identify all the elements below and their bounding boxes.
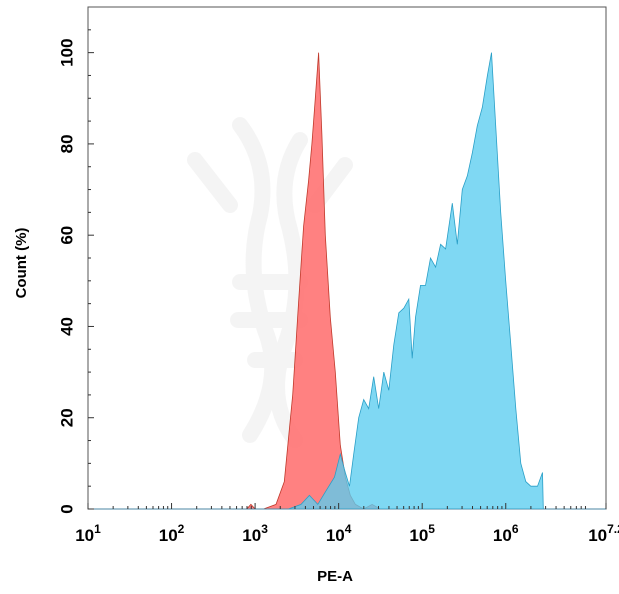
y-tick-label: 100: [57, 38, 76, 66]
y-tick-label: 40: [57, 317, 76, 336]
series-1-area: [88, 52, 606, 510]
x-tick-label: 105: [409, 522, 435, 545]
x-axis-title: PE-A: [317, 568, 353, 585]
y-tick-label: 0: [57, 504, 76, 513]
series-2-area: [88, 52, 606, 510]
x-tick-label: 103: [242, 522, 268, 545]
y-tick-label: 80: [57, 134, 76, 153]
x-tick-label: 101: [75, 522, 101, 545]
x-tick-label: 106: [493, 522, 519, 545]
axes-layer: 0 20 40 60 80 100 101 102 103 104 105 106 107.2: [57, 29, 619, 545]
plot-frame: [87, 6, 607, 510]
dna-watermark-icon: [187, 117, 353, 448]
x-tick-label: 102: [159, 522, 185, 545]
x-tick-label: 107.2: [588, 522, 619, 545]
y-axis-title: Count (%): [13, 228, 30, 299]
y-tick-label: 20: [57, 408, 76, 427]
plot-area: [87, 6, 607, 510]
y-tick-label: 60: [57, 226, 76, 245]
x-tick-label: 104: [326, 522, 352, 545]
series-layer: [88, 52, 606, 510]
